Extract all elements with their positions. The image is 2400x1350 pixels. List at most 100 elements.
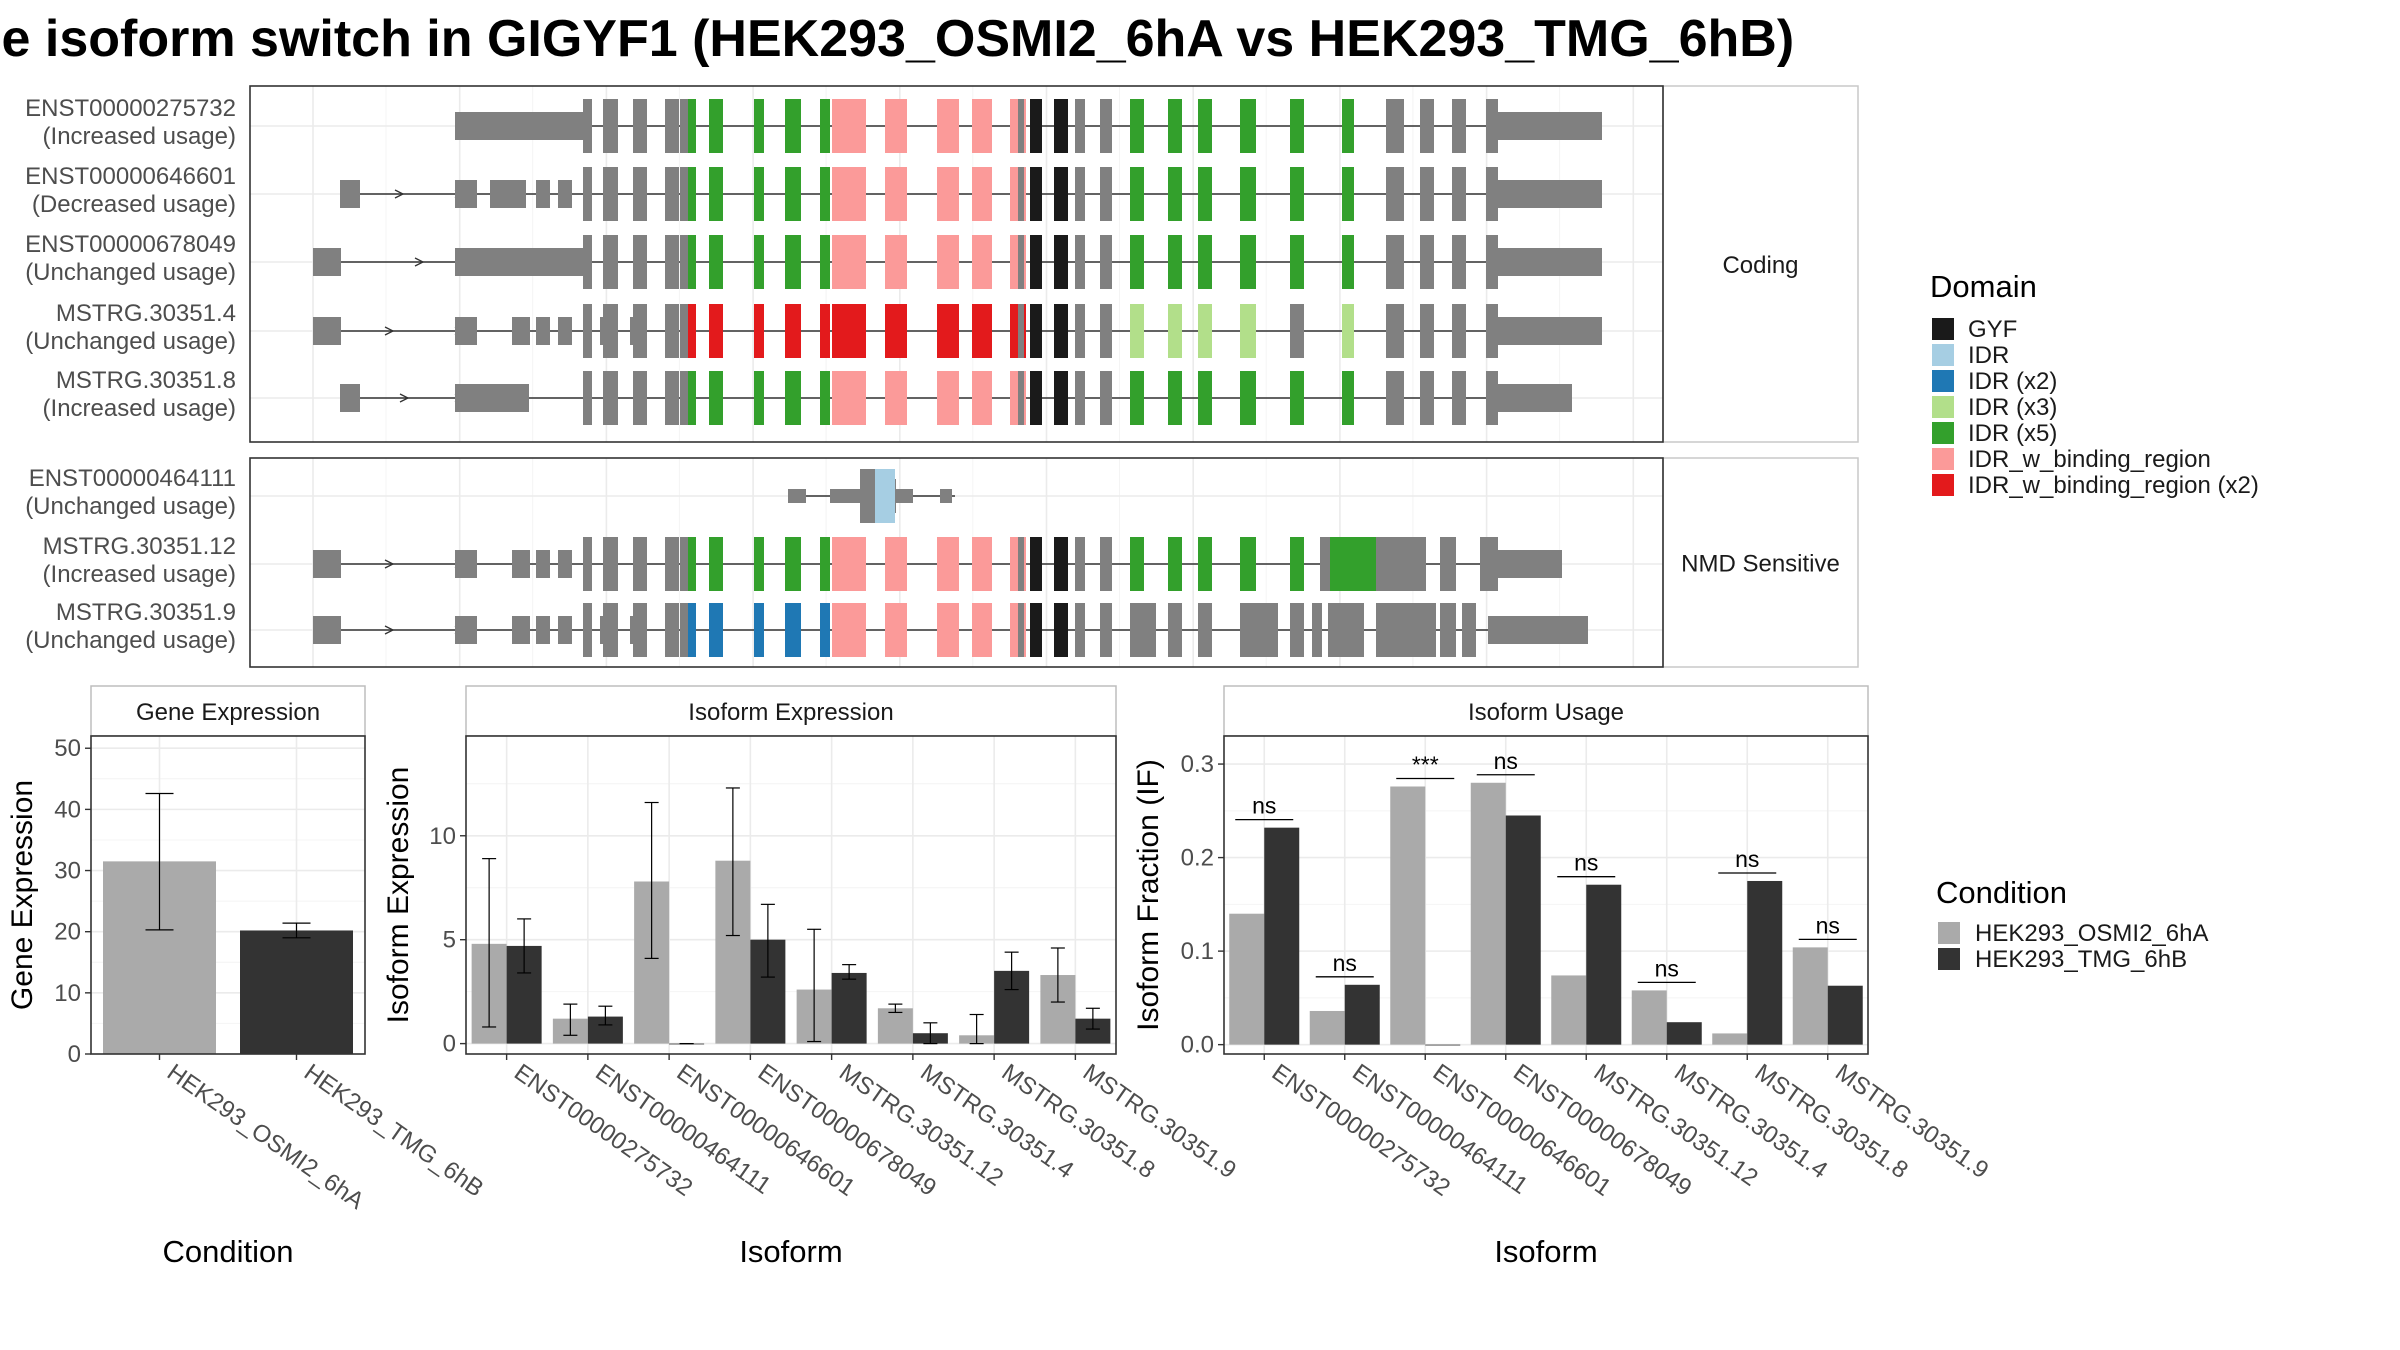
transcript-row: ENST00000464111(Unchanged usage) [25, 465, 955, 523]
exon-block [665, 99, 679, 153]
exon-block [603, 304, 618, 358]
exon-block [455, 616, 477, 644]
exon-block [1312, 603, 1322, 657]
exon-block [536, 180, 550, 208]
exon-block [1452, 371, 1466, 425]
exon-block [1018, 537, 1024, 591]
chart-title: Isoform Expression [688, 699, 893, 726]
transcript-usage-label: (Unchanged usage) [25, 493, 236, 520]
domain-block [754, 371, 764, 425]
domain-block [1290, 99, 1304, 153]
exon-block [313, 248, 341, 276]
domain-block [885, 537, 907, 591]
exon-block [1492, 112, 1602, 140]
facet-strip-label: Coding [1722, 252, 1798, 279]
strand-arrow [414, 257, 425, 267]
bar [1747, 880, 1783, 1045]
exon-block [1440, 537, 1456, 591]
domain-legend-label: IDR (x3) [1968, 394, 2057, 421]
significance-label: ns [1735, 846, 1759, 872]
exon-block [1270, 603, 1278, 657]
chart-title: Gene Expression [136, 699, 320, 726]
domain-block [972, 99, 992, 153]
exon-block [340, 180, 360, 208]
domain-block [1136, 235, 1144, 289]
exon-block [558, 317, 572, 345]
domain-block [832, 537, 844, 591]
condition-legend-label: HEK293_OSMI2_6hA [1975, 920, 2208, 947]
exon-block [1462, 603, 1476, 657]
exon-block [313, 317, 341, 345]
isoform-expression-chart: Isoform ExpressionENST00000275732ENST000… [382, 685, 1241, 1269]
exon-block [1420, 167, 1434, 221]
exon-block [665, 371, 679, 425]
bar [1309, 1010, 1345, 1045]
significance-label: ns [1574, 850, 1598, 876]
exon-block [1492, 180, 1602, 208]
isoform-usage-chart: Isoform UsagensENST00000275732nsENST0000… [1132, 685, 1993, 1269]
domain-block [1290, 537, 1304, 591]
exon-block [1452, 167, 1466, 221]
domain-block [1030, 537, 1042, 591]
domain-block [1240, 167, 1256, 221]
domain-legend-title: Domain [1930, 269, 2037, 304]
bar [1425, 1044, 1461, 1046]
domain-block [972, 167, 992, 221]
exon-block [1328, 603, 1350, 657]
domain-block [832, 603, 844, 657]
exon-block [1452, 99, 1466, 153]
domain-block [1330, 537, 1346, 591]
domain-block [937, 235, 959, 289]
condition-legend-swatch [1938, 948, 1960, 970]
exon-block [512, 317, 530, 345]
exon-block [1420, 304, 1434, 358]
transcript-row: MSTRG.30351.12(Increased usage) [43, 533, 1562, 591]
exon-block [1386, 99, 1404, 153]
y-tick-label: 10 [54, 980, 81, 1007]
domain-block [1168, 537, 1182, 591]
domain-block [717, 537, 723, 591]
domain-block [842, 371, 866, 425]
domain-legend-label: IDR (x2) [1968, 368, 2057, 395]
domain-block [1054, 99, 1068, 153]
domain-block [688, 167, 696, 221]
domain-block [1136, 99, 1144, 153]
domain-block [1136, 167, 1144, 221]
exon-block [633, 537, 647, 591]
exon-block [1075, 235, 1085, 289]
domain-legend-label: GYF [1968, 316, 2017, 343]
exon-block [313, 616, 341, 644]
domain-block [1136, 537, 1144, 591]
exon-block [583, 537, 592, 591]
transcript-id-label: ENST00000678049 [25, 231, 236, 258]
domain-block [820, 99, 830, 153]
domain-block [1198, 371, 1212, 425]
exon-block [1100, 603, 1112, 657]
domain-block [1240, 99, 1256, 153]
domain-block [717, 99, 723, 153]
domain-block [1030, 603, 1042, 657]
domain-block [1136, 371, 1144, 425]
domain-block [937, 304, 959, 358]
domain-block [1342, 167, 1354, 221]
transcript-id-label: ENST00000275732 [25, 95, 236, 122]
transcript-row: ENST00000678049(Unchanged usage) [25, 231, 1602, 289]
exon-block [633, 167, 647, 221]
exon-block [1386, 235, 1404, 289]
domain-block [1342, 99, 1354, 153]
domain-legend-swatch [1932, 370, 1954, 392]
exon-block [603, 371, 618, 425]
domain-block [820, 235, 830, 289]
y-tick-label: 0.0 [1181, 1032, 1214, 1059]
exon-block [860, 469, 875, 523]
exon-block [583, 603, 592, 657]
exon-block [1452, 304, 1466, 358]
domain-block [688, 371, 696, 425]
significance-label: ns [1252, 793, 1276, 819]
domain-block [785, 371, 801, 425]
domain-block [1342, 371, 1354, 425]
domain-block [937, 371, 959, 425]
domain-block [754, 99, 764, 153]
